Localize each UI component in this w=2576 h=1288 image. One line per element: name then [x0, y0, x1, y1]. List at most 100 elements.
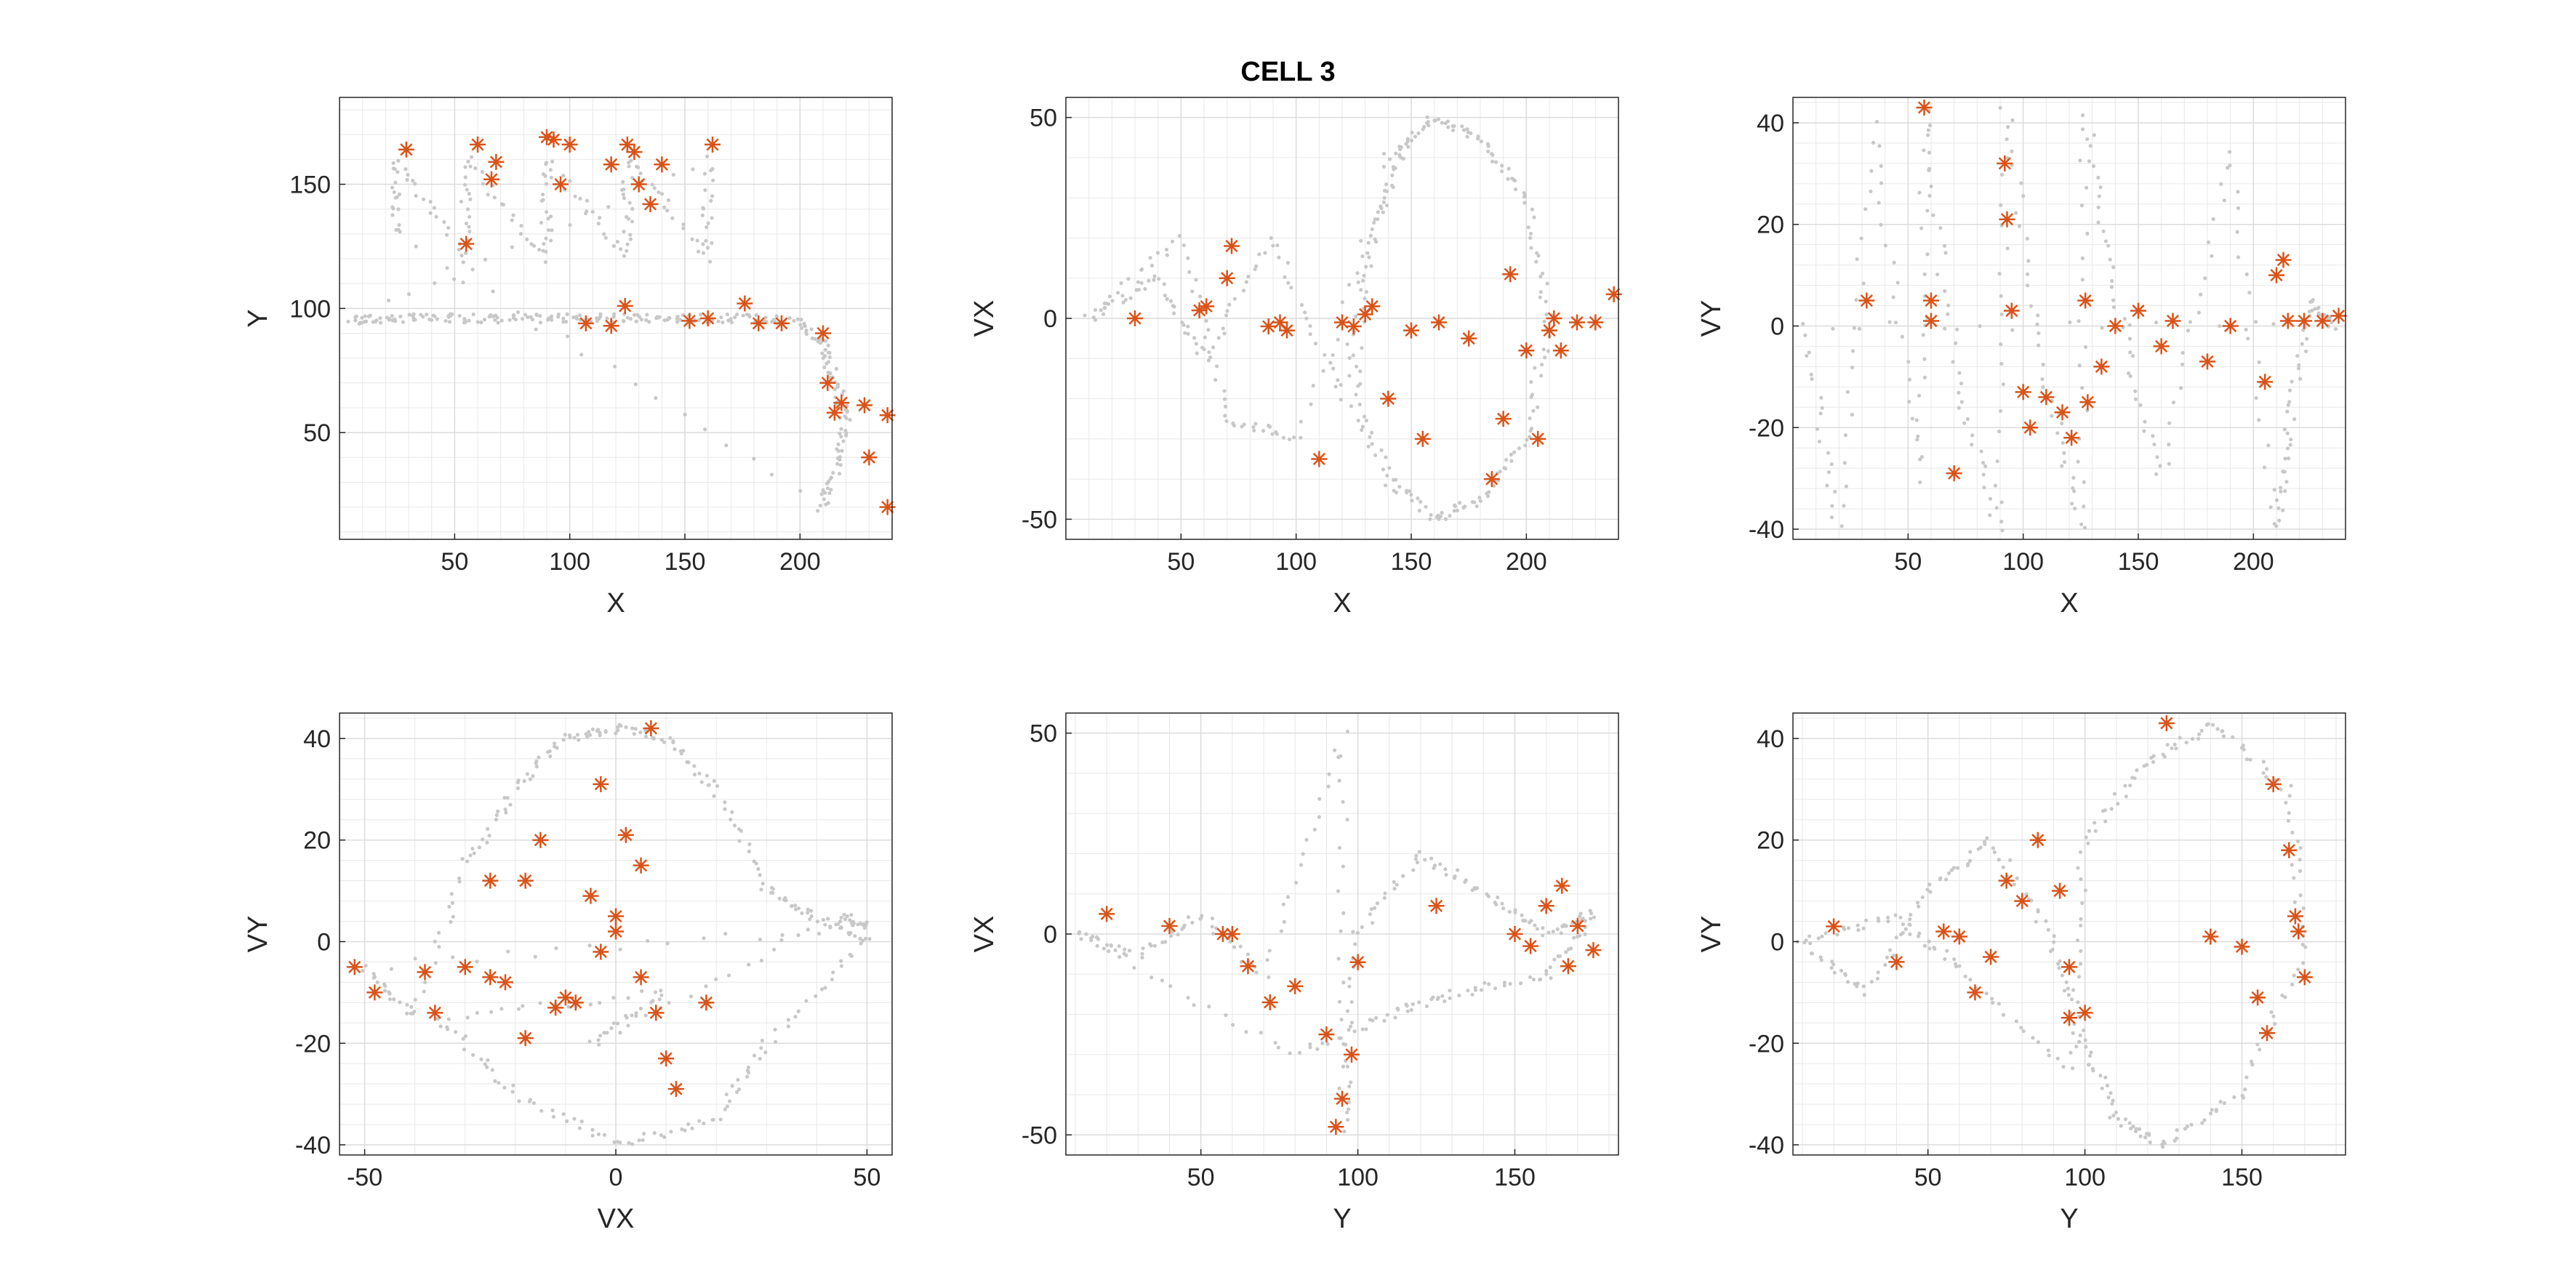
trajectory-point [1859, 236, 1863, 241]
trajectory-point [790, 903, 795, 909]
trajectory-point [521, 1004, 525, 1008]
trajectory-point [1448, 996, 1452, 1000]
trajectory-point [706, 221, 710, 225]
trajectory-point [1907, 400, 1911, 404]
trajectory-point [1277, 255, 1281, 259]
trajectory-point [481, 182, 486, 186]
trajectory-point [2056, 962, 2061, 966]
trajectory-point [734, 1090, 739, 1095]
trajectory-point [1444, 872, 1448, 877]
trajectory-point [1844, 484, 1848, 488]
spike-marker [1334, 314, 1350, 331]
trajectory-point [1381, 164, 1387, 169]
trajectory-point [1842, 927, 1847, 932]
trajectory-point [1819, 958, 1823, 962]
spike-marker [517, 1030, 534, 1047]
x-tick-label: 50 [1894, 548, 1922, 576]
trajectory-point [725, 312, 730, 317]
trajectory-point [2147, 1132, 2151, 1138]
trajectory-point [628, 233, 633, 237]
trajectory-point [2060, 464, 2064, 468]
trajectory-point [1381, 200, 1386, 204]
trajectory-point [1333, 748, 1337, 752]
trajectory-point [645, 313, 649, 317]
trajectory-point [704, 238, 708, 243]
trajectory-point [1916, 434, 1920, 438]
trajectory-point [2300, 942, 2305, 947]
trajectory-point [838, 919, 843, 924]
trajectory-point [364, 319, 369, 323]
trajectory-point [486, 193, 490, 197]
trajectory-point [1362, 414, 1367, 419]
trajectory-point [772, 947, 777, 952]
trajectory-point [2035, 322, 2039, 326]
trajectory-point [398, 1000, 402, 1005]
trajectory-point [483, 257, 488, 262]
trajectory-point [1504, 458, 1509, 462]
trajectory-point [391, 161, 396, 165]
trajectory-point [531, 774, 535, 778]
trajectory-point [2272, 522, 2276, 526]
trajectory-point [1949, 868, 1954, 872]
trajectory-point [1180, 927, 1184, 931]
trajectory-point [1206, 328, 1211, 332]
x-tick-label: 100 [2002, 548, 2044, 576]
trajectory-point [1886, 915, 1890, 919]
trajectory-point [1345, 1064, 1350, 1068]
trajectory-point [2208, 1111, 2213, 1116]
trajectory-point [1299, 302, 1304, 307]
trajectory-point [1303, 310, 1307, 315]
trajectory-point [457, 247, 461, 251]
trajectory-point [1208, 355, 1213, 360]
trajectory-point [1244, 280, 1248, 284]
trajectory-point [2134, 1127, 2138, 1131]
trajectory-point [433, 281, 437, 286]
trajectory-point [2078, 962, 2083, 966]
trajectory-point [548, 214, 553, 219]
trajectory-point [670, 216, 675, 220]
trajectory-point [611, 243, 616, 248]
trajectory-point [2292, 900, 2297, 904]
spike-marker [1935, 923, 1952, 940]
trajectory-point [2114, 1110, 2119, 1115]
trajectory-point [809, 327, 814, 331]
trajectory-point [2047, 1053, 2051, 1058]
trajectory-point [1417, 508, 1421, 513]
spike-marker [1224, 926, 1240, 942]
trajectory-point [1366, 241, 1371, 245]
trajectory-point [1222, 331, 1227, 336]
trajectory-point [698, 313, 703, 317]
trajectory-point [1165, 297, 1169, 302]
spike-marker [2077, 1005, 2093, 1021]
trajectory-point [486, 1058, 490, 1063]
trajectory-point [372, 972, 376, 976]
trajectory-point [2026, 259, 2031, 263]
trajectory-point [590, 1133, 595, 1138]
trajectory-point [457, 313, 462, 318]
spike-marker [1858, 292, 1875, 309]
trajectory-point [1925, 209, 1930, 213]
trajectory-point [622, 254, 627, 258]
trajectory-point [2046, 1048, 2050, 1052]
trajectory-point [2333, 326, 2338, 331]
trajectory-point [1536, 254, 1541, 258]
trajectory-point [414, 193, 418, 198]
trajectory-point [1979, 449, 1983, 454]
trajectory-point [1998, 408, 2003, 414]
trajectory-point [2078, 850, 2083, 854]
trajectory-point [1536, 405, 1540, 409]
trajectory-point [839, 915, 843, 920]
trajectory-point [1384, 204, 1389, 208]
trajectory-point [1136, 280, 1140, 284]
trajectory-point [1359, 238, 1363, 243]
trajectory-point [587, 733, 593, 737]
x-tick-label: 200 [2233, 548, 2274, 576]
trajectory-point [774, 314, 779, 318]
trajectory-point [1325, 1042, 1330, 1046]
spike-marker [1916, 99, 1933, 116]
trajectory-point [1392, 488, 1396, 493]
trajectory-point [1541, 271, 1545, 275]
trajectory-point [630, 1013, 634, 1018]
trajectory-point [2130, 354, 2135, 358]
trajectory-point [461, 1037, 465, 1041]
